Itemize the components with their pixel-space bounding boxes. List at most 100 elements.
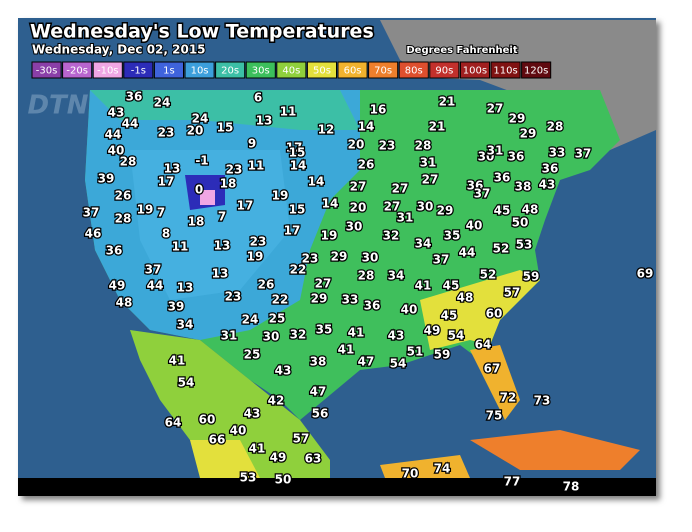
temperature: 41 <box>415 279 432 293</box>
temperature: 31 <box>487 144 504 158</box>
temperature: 15 <box>289 203 306 217</box>
temperature: 35 <box>316 323 333 337</box>
temperature: 23 <box>250 235 267 249</box>
temperature: 53 <box>240 471 257 485</box>
legend-swatch <box>306 61 337 79</box>
temperature: 56 <box>312 407 329 421</box>
temperature: 13 <box>212 267 229 281</box>
temperature: 21 <box>439 95 456 109</box>
temperature: 27 <box>315 277 332 291</box>
temperature: 37 <box>433 253 450 267</box>
temperature: 13 <box>177 281 194 295</box>
temperature: 32 <box>383 229 400 243</box>
units: Degrees Fahrenheit <box>406 45 517 56</box>
temperature: 28 <box>120 155 137 169</box>
legend-swatch <box>521 61 552 79</box>
temperature: 13 <box>256 114 273 128</box>
temperature: 18 <box>220 177 237 191</box>
temperature: 28 <box>115 212 132 226</box>
legend-swatch <box>215 61 246 79</box>
temperature: 47 <box>310 385 327 399</box>
temperature: 36 <box>542 162 559 176</box>
temperature: 19 <box>137 203 154 217</box>
temperature: 41 <box>338 343 355 357</box>
temperature: 57 <box>504 286 521 300</box>
legend-swatch <box>62 61 93 79</box>
temperature: 15 <box>217 121 234 135</box>
temperature: 11 <box>248 159 265 173</box>
temperature: 26 <box>358 158 375 172</box>
temperature: 74 <box>434 462 451 476</box>
temperature: 17 <box>158 175 175 189</box>
legend-swatch <box>276 61 307 79</box>
temperature: 49 <box>270 451 287 465</box>
temperature: 45 <box>494 204 511 218</box>
legend-swatch <box>459 61 490 79</box>
temperature: 28 <box>547 120 564 134</box>
temperature: 15 <box>289 146 306 160</box>
temperature: 27 <box>422 173 439 187</box>
temperature: 27 <box>392 182 409 196</box>
temperature: 54 <box>178 376 195 390</box>
temperature: 36 <box>106 244 123 258</box>
legend-label: 90s <box>435 66 453 77</box>
temperature: 30 <box>346 220 363 234</box>
temperature: 29 <box>520 127 537 141</box>
temperature: 19 <box>321 229 338 243</box>
temperature: 49 <box>109 279 126 293</box>
temperature: 34 <box>415 237 432 251</box>
temperature: 12 <box>318 123 335 137</box>
temperature: 44 <box>122 117 139 131</box>
temperature: 7 <box>218 210 226 224</box>
temperature: 0 <box>195 183 203 197</box>
temperature: 20 <box>350 201 367 215</box>
legend-label: 40s <box>282 66 300 77</box>
subtitle: Wednesday, Dec 02, 2015 <box>32 43 206 57</box>
temperature: 34 <box>177 318 194 332</box>
temperature: 41 <box>348 326 365 340</box>
temperature: 33 <box>549 146 566 160</box>
temperature: 46 <box>85 227 102 241</box>
temperature: 28 <box>358 269 375 283</box>
temperature: 64 <box>475 338 492 352</box>
temperature: 22 <box>272 293 289 307</box>
temperature: 30 <box>417 200 434 214</box>
temperature: 53 <box>516 238 533 252</box>
temperature: 43 <box>388 329 405 343</box>
temperature: 67 <box>484 362 501 376</box>
temperature: 29 <box>331 250 348 264</box>
temperature: 23 <box>158 126 175 140</box>
temperature: 23 <box>225 290 242 304</box>
temperature: 66 <box>209 433 226 447</box>
legend-label: 100s <box>463 66 487 77</box>
legend-swatch <box>337 61 368 79</box>
legend-label: 60s <box>344 66 362 77</box>
temperature: 36 <box>508 150 525 164</box>
legend-label: 1s <box>163 66 175 77</box>
legend-label: 120s <box>524 66 548 77</box>
temperature: 59 <box>434 348 451 362</box>
temperature: 40 <box>108 144 125 158</box>
temperature: 40 <box>466 219 483 233</box>
temperature: 16 <box>370 103 387 117</box>
temperature: 43 <box>244 407 261 421</box>
temperature: 44 <box>105 128 122 142</box>
legend-swatch <box>245 61 276 79</box>
temperature: 50 <box>275 473 292 487</box>
land <box>85 20 656 478</box>
temperature: 37 <box>474 187 491 201</box>
legend-swatch <box>490 61 521 79</box>
temperature: 17 <box>284 224 301 238</box>
temperature: 6 <box>254 91 262 105</box>
temperature: 23 <box>379 139 396 153</box>
temperature: 20 <box>187 124 204 138</box>
legend-label: -1s <box>131 66 146 77</box>
legend-swatch <box>92 61 123 79</box>
temperature: 29 <box>509 112 526 126</box>
temperature: 52 <box>493 242 510 256</box>
title: Wednesday's Low Temperatures <box>30 21 374 43</box>
legend-label: 20s <box>221 66 239 77</box>
temperature: 44 <box>459 246 476 260</box>
